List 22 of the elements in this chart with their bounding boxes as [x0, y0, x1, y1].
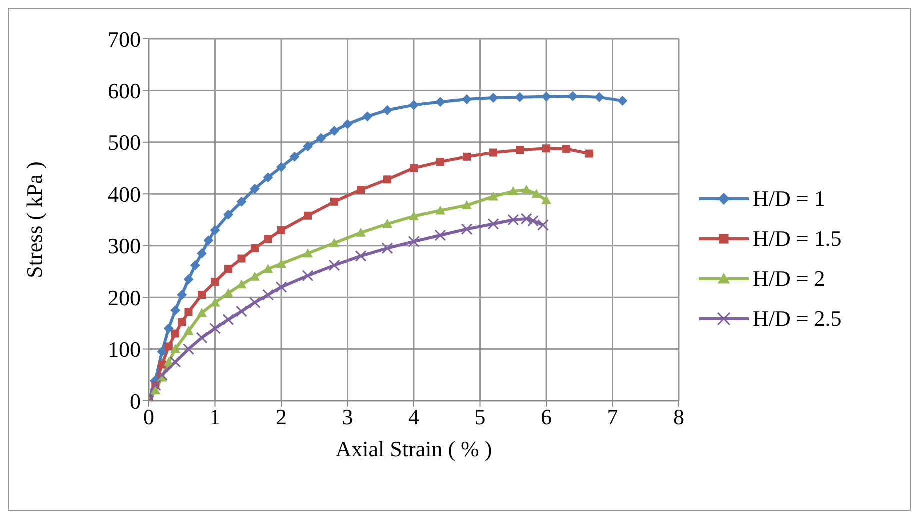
legend-label: H/D = 1: [753, 186, 826, 212]
y-tick-label: 0: [130, 388, 141, 414]
y-tick-label: 500: [108, 130, 141, 156]
x-axis-title: Axial Strain ( % ): [336, 436, 492, 462]
x-tick-label: 7: [607, 404, 618, 430]
x-tick-label: 4: [408, 404, 420, 430]
y-axis-title: Stress ( kPa ): [22, 162, 47, 278]
y-tick-label: 700: [108, 26, 141, 52]
legend-label: H/D = 2: [753, 266, 826, 292]
x-tick-label: 1: [210, 404, 221, 430]
y-tick-label: 200: [108, 285, 141, 310]
x-tick-label: 5: [474, 404, 486, 430]
legend-label: H/D = 2.5: [753, 306, 842, 332]
y-tick-label: 600: [108, 78, 141, 104]
x-tick-label: 2: [276, 404, 287, 430]
x-tick-label: 3: [342, 404, 354, 430]
y-tick-label: 100: [108, 337, 141, 362]
x-tick-label: 8: [674, 404, 684, 430]
legend-label: H/D = 1.5: [753, 226, 842, 252]
x-tick-label: 6: [541, 404, 552, 430]
y-tick-label: 300: [108, 234, 141, 259]
y-tick-label: 400: [108, 182, 141, 207]
